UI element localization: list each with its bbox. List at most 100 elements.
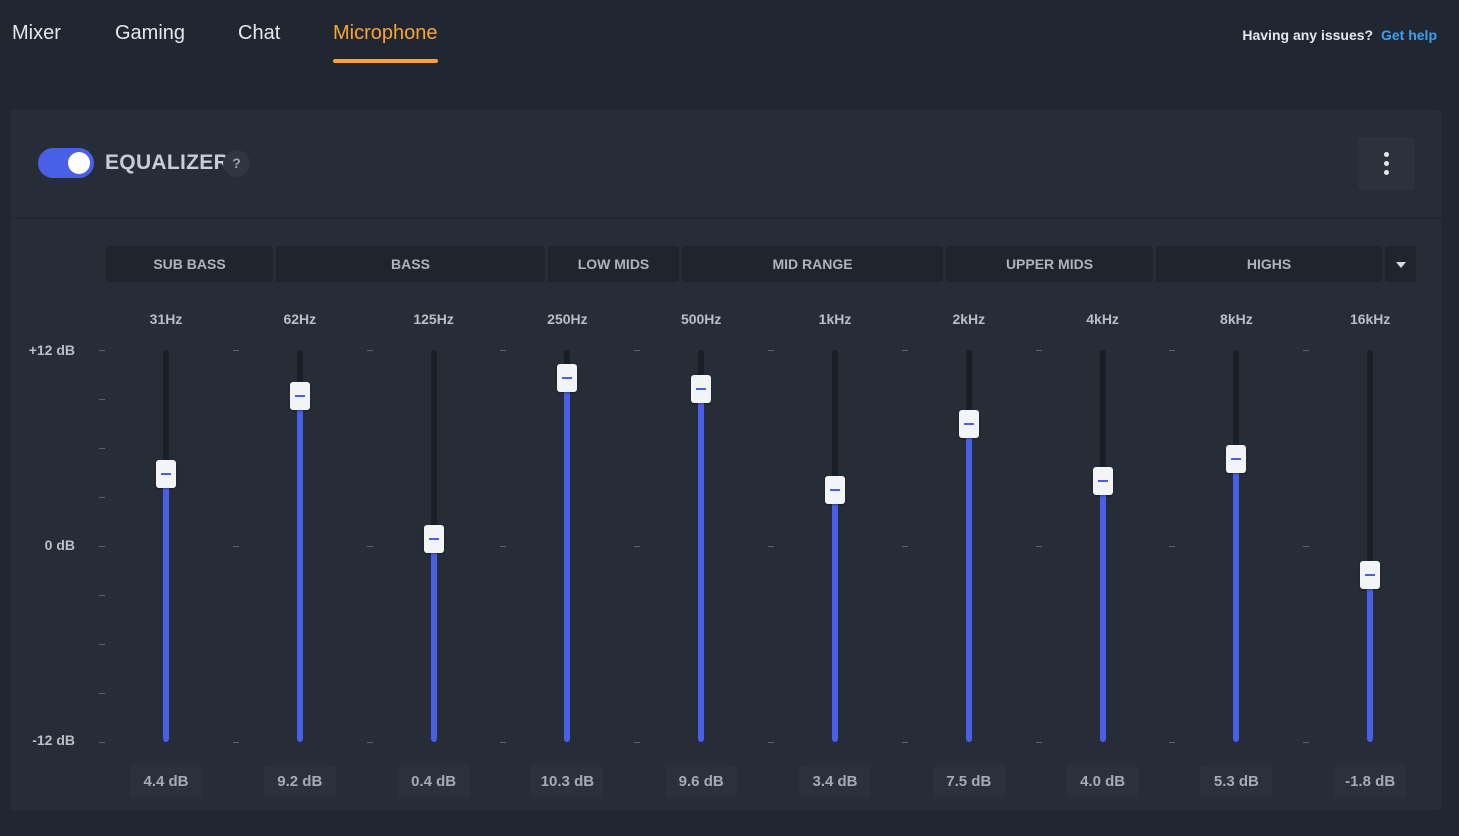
band-mid-range[interactable]: MID RANGE [682,246,943,282]
eq-slider-track[interactable] [958,350,979,742]
gain-value-field[interactable]: 4.4 dB [130,765,202,799]
eq-slider-fill [430,539,437,742]
eq-slider-handle[interactable] [1092,466,1113,495]
tab-microphone[interactable]: Microphone [333,22,438,63]
eq-slider-track[interactable] [423,350,444,742]
scale-tick [768,350,774,351]
eq-slider-fill [564,377,571,742]
eq-slider-handle[interactable] [1360,561,1381,590]
eq-slider-fill [163,474,169,742]
help-area: Having any issues? Get help [1242,27,1437,43]
scale-tick [99,448,105,449]
scale-tick [901,742,908,743]
scale-tick [99,595,105,596]
eq-slider-track[interactable] [1226,350,1247,742]
scale-tick [768,742,774,743]
slider-frequency-label: 250Hz [547,311,588,327]
toggle-knob [68,152,90,174]
kebab-dot [1384,161,1389,166]
top-tabs: Mixer Gaming Chat Microphone Having any … [0,0,1459,70]
eq-slider-track[interactable] [557,350,578,742]
scale-tick [99,693,105,694]
scale-tick [232,350,239,351]
eq-slider-track[interactable] [289,350,310,742]
scale-tick [1035,742,1042,743]
scale-tick [99,644,105,645]
band-bass[interactable]: BASS [276,246,545,282]
scale-tick [366,742,373,743]
eq-slider-handle[interactable] [691,375,712,404]
eq-slider-handle[interactable] [289,381,310,410]
band-dropdown-chevron-icon[interactable] [1385,246,1416,282]
axis-zero-label: 0 dB [44,537,75,553]
gain-value-field[interactable]: 0.4 dB [397,765,470,799]
equalizer-help-icon[interactable]: ? [223,150,250,177]
eq-slider-handle[interactable] [156,460,176,489]
scale-tick [99,350,105,351]
eq-slider-track[interactable] [156,350,176,742]
axis-max-label: +12 dB [28,342,75,358]
eq-slider-fill [296,395,303,742]
eq-slider-handle[interactable] [958,409,979,438]
slider-frequency-label: 16kHz [1349,311,1391,327]
band-highs[interactable]: HIGHS [1156,246,1382,282]
eq-slider-handle[interactable] [825,476,845,505]
equalizer-header: EQUALIZER ? [11,110,1441,219]
eq-slider-fill [965,423,972,742]
slider-frequency-label: 62Hz [283,311,317,327]
help-question: Having any issues? [1242,27,1374,43]
band-sub-bass[interactable]: SUB BASS [106,246,273,282]
gain-value-field[interactable]: 7.5 dB [932,765,1005,799]
band-low-mids[interactable]: LOW MIDS [548,246,679,282]
band-upper-mids[interactable]: UPPER MIDS [946,246,1153,282]
scale-tick [634,546,641,547]
eq-slider-track[interactable] [1092,350,1113,742]
equalizer-title: EQUALIZER [105,151,230,174]
eq-slider-fill [832,490,838,742]
eq-slider-track[interactable] [691,350,712,742]
scale-tick [1303,546,1310,547]
eq-slider-fill [1367,575,1374,742]
slider-frequency-label: 500Hz [680,311,722,327]
scale-tick [1035,546,1042,547]
scale-tick [634,350,641,351]
equalizer-panel: EQUALIZER ? SUB BASS BASS LOW MIDS MID R… [11,110,1441,810]
gain-value-field[interactable]: 9.2 dB [263,765,336,799]
slider-frequency-label: 1kHz [818,311,852,327]
slider-frequency-label: 2kHz [952,311,986,327]
eq-slider-handle[interactable] [1226,445,1247,474]
tab-chat[interactable]: Chat [238,22,281,44]
scale-tick [1169,546,1176,547]
eq-slider-track[interactable] [1360,350,1381,742]
slider-frequency-label: 31Hz [149,311,183,327]
tab-mixer[interactable]: Mixer [12,22,61,44]
eq-slider-track[interactable] [825,350,845,742]
gain-value-field[interactable]: 5.3 dB [1200,765,1273,799]
slider-frequency-label: 125Hz [413,311,454,327]
eq-slider-fill [1233,459,1240,742]
eq-slider-handle[interactable] [423,525,444,554]
scale-tick [1169,742,1176,743]
eq-slider-fill [1099,480,1106,742]
scale-tick [901,350,908,351]
get-help-link[interactable]: Get help [1380,27,1437,43]
equalizer-toggle[interactable] [38,148,94,178]
more-options-icon[interactable] [1358,137,1415,190]
gain-value-field[interactable]: 3.4 dB [799,765,871,799]
eq-slider-fill [698,389,705,742]
scale-tick [500,742,507,743]
slider-frequency-label: 4kHz [1086,311,1119,327]
scale-tick [500,350,507,351]
scale-tick [768,546,774,547]
gain-value-field[interactable]: -1.8 dB [1334,765,1407,799]
scale-tick [366,546,373,547]
gain-value-field[interactable]: 4.0 dB [1066,765,1139,799]
scale-tick [1303,742,1310,743]
tab-gaming[interactable]: Gaming [115,22,186,44]
scale-tick [232,742,239,743]
gain-value-field[interactable]: 9.6 dB [665,765,738,799]
eq-slider-handle[interactable] [557,363,578,392]
gain-value-field[interactable]: 10.3 dB [531,765,604,799]
scale-tick [232,546,239,547]
kebab-dot [1384,170,1389,175]
